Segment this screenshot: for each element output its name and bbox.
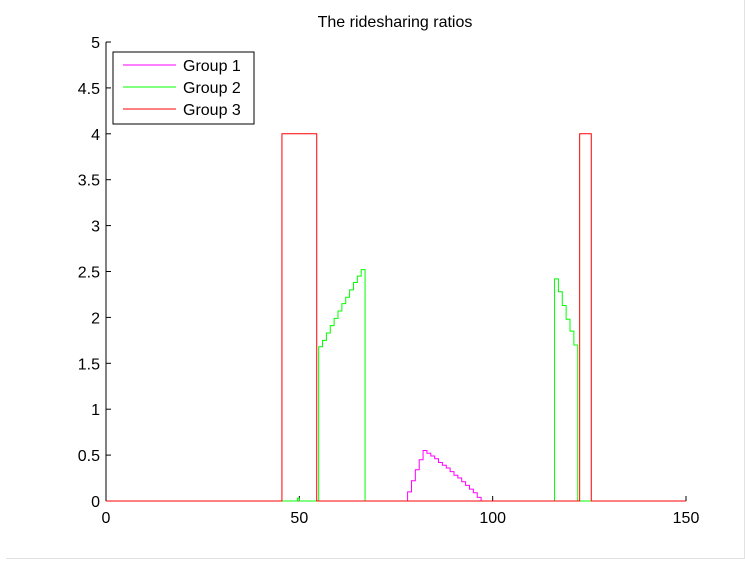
x-tick-label: 150 bbox=[673, 510, 700, 527]
legend-label: Group 2 bbox=[183, 80, 241, 97]
x-tick-label: 50 bbox=[290, 510, 308, 527]
series-line-3 bbox=[106, 133, 686, 502]
series-line-1 bbox=[106, 450, 686, 502]
y-tick-label: 0 bbox=[91, 494, 100, 511]
legend-box bbox=[112, 51, 255, 125]
y-tick-label: 5 bbox=[91, 35, 100, 52]
y-tick-label: 4 bbox=[91, 127, 100, 144]
y-tick-label: 3 bbox=[91, 219, 100, 236]
legend-label: Group 3 bbox=[183, 102, 241, 119]
y-tick-label: 0.5 bbox=[78, 448, 100, 465]
plot-area bbox=[106, 133, 686, 502]
chart-title: The ridesharing ratios bbox=[318, 14, 473, 31]
legend-label: Group 1 bbox=[183, 58, 241, 75]
x-tick-label: 100 bbox=[479, 510, 506, 527]
x-tick-label: 0 bbox=[102, 510, 111, 527]
y-tick-label: 1.5 bbox=[78, 356, 100, 373]
y-tick-label: 1 bbox=[91, 402, 100, 419]
legend: Group 1 Group 2 Group 3 bbox=[112, 51, 255, 125]
series-line-2 bbox=[106, 269, 686, 502]
y-tick-label: 4.5 bbox=[78, 81, 100, 98]
y-tick-label: 3.5 bbox=[78, 173, 100, 190]
y-tick-label: 2 bbox=[91, 310, 100, 327]
y-tick-label: 2.5 bbox=[78, 265, 100, 282]
